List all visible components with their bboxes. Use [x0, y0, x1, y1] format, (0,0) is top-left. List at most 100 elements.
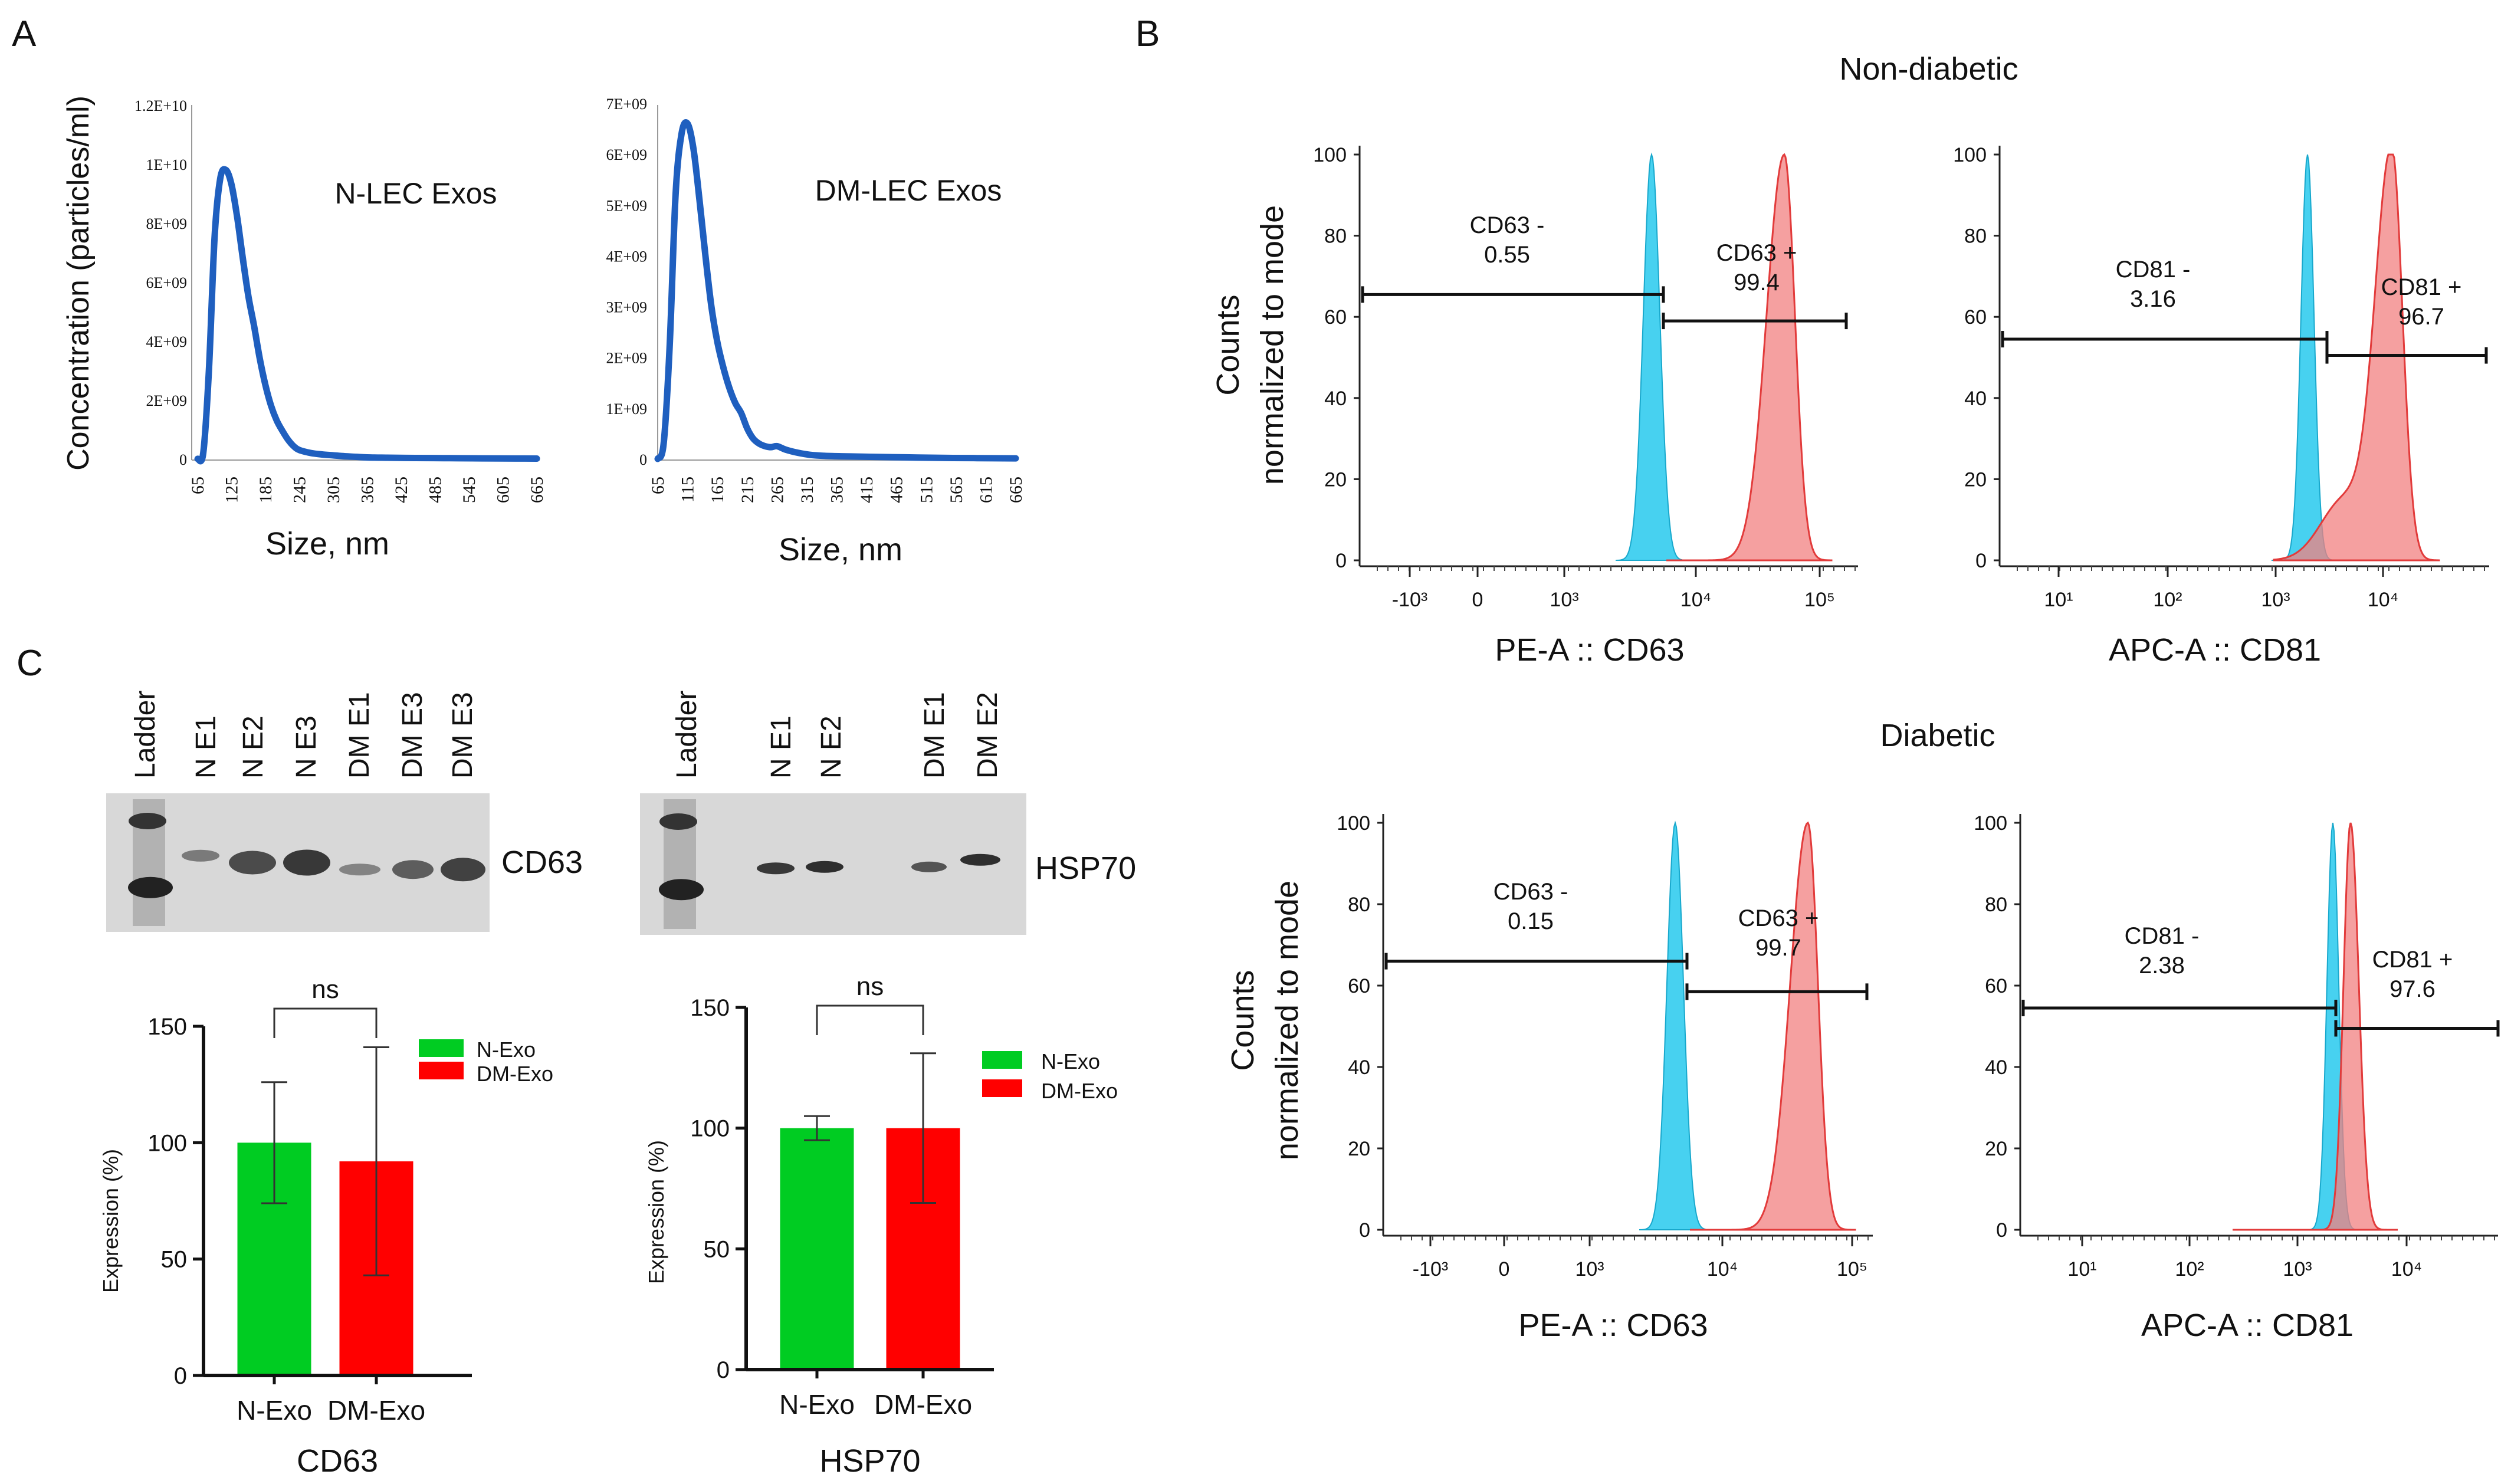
dmlec-title: DM-LEC Exos — [815, 174, 1002, 207]
lane-label: N E1 — [191, 715, 222, 779]
protein-band — [806, 861, 843, 873]
x-tick-label: DM-Exo — [327, 1395, 425, 1426]
protein-band — [441, 858, 485, 882]
b-top-ylabel-1: Counts — [1210, 294, 1246, 395]
protein-band — [182, 849, 219, 862]
x-tick-label: 65 — [188, 477, 208, 494]
gate-label: CD81 - — [2125, 923, 2200, 949]
y-tick-label: 100 — [147, 1130, 187, 1156]
y-tick-label: 40 — [1964, 388, 1987, 410]
y-tick-label: 5E+09 — [606, 197, 647, 214]
stained-histogram — [2233, 822, 2398, 1231]
gate-label: CD63 - — [1494, 879, 1568, 905]
b-bot-ylabel-1: Counts — [1225, 970, 1261, 1071]
panel-a-ylabel: Concentration (particles/ml) — [61, 96, 96, 471]
legend2-label-n-exo: N-Exo — [1041, 1049, 1100, 1073]
gate-value: 99.4 — [1734, 270, 1780, 296]
panel-c: Ladder N E1 N E2 N E3 DM E1 DM E3 DM E3 CD63 L… — [99, 691, 1136, 1479]
y-tick-label: 60 — [1324, 306, 1347, 329]
gate-label: CD81 + — [2372, 947, 2453, 973]
dmlec-chart: 0 1E+09 2E+09 3E+09 4E+09 5E+09 6E+09 7E+09 65 1… — [606, 96, 1026, 567]
legend1-swatch-dm-exo — [419, 1062, 464, 1079]
y-tick-label: 50 — [161, 1247, 188, 1273]
x-tick-label: 10³ — [1550, 589, 1578, 611]
x-tick-label: 10⁴ — [2391, 1258, 2422, 1281]
bar-chart-cd63: N-Exo DM-Exo 0 50 100 150 ns — [147, 975, 472, 1426]
lane-label: Ladder — [671, 691, 703, 779]
x-tick-label: 485 — [426, 477, 445, 503]
lane-label: DM E3 — [447, 692, 478, 779]
x-tick-label: 165 — [708, 477, 727, 503]
panel-label-a: A — [12, 14, 37, 54]
legend2-label-dm-exo: DM-Exo — [1041, 1079, 1118, 1103]
x-tick-label: 65 — [648, 477, 668, 494]
y-tick-label: 4E+09 — [606, 248, 647, 265]
bar1-title: CD63 — [297, 1443, 378, 1479]
y-tick-label: 80 — [1964, 225, 1987, 248]
y-tick-label: 20 — [1324, 468, 1347, 491]
panel-a: Concentration (particles/ml) 0 2E+09 4E+09… — [61, 96, 1026, 567]
x-tick-label: 10² — [2153, 589, 2182, 611]
x-tick-label: 605 — [494, 477, 513, 503]
bar — [780, 1128, 854, 1370]
lane-label: DM E1 — [919, 692, 950, 779]
isotype-control-histogram — [1639, 820, 1711, 1230]
stained-histogram — [2273, 153, 2440, 562]
y-tick-label: 40 — [1324, 388, 1347, 410]
panel-label-b: B — [1135, 14, 1160, 54]
y-tick-label: 0 — [179, 451, 187, 468]
stained-histogram — [1666, 153, 1833, 562]
blot2-protein-label: HSP70 — [1035, 851, 1136, 886]
gate-value: 0.15 — [1508, 908, 1554, 934]
d-apc-xlabel: APC-A :: CD81 — [2141, 1308, 2354, 1343]
x-tick-label: 315 — [797, 477, 817, 503]
isotype-control-histogram — [1616, 152, 1688, 561]
x-tick-label: 10³ — [2283, 1258, 2312, 1281]
y-tick-label: 6E+09 — [606, 146, 647, 163]
x-tick-label: 215 — [738, 477, 757, 503]
bar2-ylabel: Expression (%) — [644, 1140, 668, 1284]
y-tick-label: 40 — [1348, 1056, 1370, 1079]
panel-b: Non-diabetic Diabetic Counts normalized … — [1210, 51, 2500, 1343]
western-blot-hsp70: Ladder N E1 N E2 DM E1 DM E2 — [640, 691, 1026, 935]
y-tick-label: 80 — [1985, 894, 2007, 916]
x-tick-label: -10³ — [1392, 589, 1427, 611]
legend1-label-n-exo: N-Exo — [477, 1038, 536, 1062]
x-tick-label: 10⁴ — [1680, 589, 1711, 611]
x-tick-label: 615 — [976, 477, 996, 503]
protein-band — [339, 864, 380, 876]
ladder-band — [659, 813, 697, 830]
y-tick-label: 6E+09 — [146, 274, 187, 291]
protein-band — [392, 860, 434, 879]
x-tick-label: 10⁵ — [1837, 1258, 1867, 1281]
y-tick-label: 40 — [1985, 1056, 2007, 1079]
gate-value: 96.7 — [2398, 304, 2444, 330]
x-tick-label: 415 — [857, 477, 877, 503]
x-tick-label: 10³ — [2261, 589, 2290, 611]
y-tick-label: 1.2E+10 — [134, 97, 187, 114]
gate-label: CD81 - — [2116, 257, 2191, 283]
legend2-swatch-dm-exo — [982, 1079, 1022, 1097]
y-tick-label: 60 — [1964, 306, 1987, 329]
significance-bracket — [273, 1007, 378, 1038]
y-tick-label: 150 — [147, 1014, 187, 1040]
lane-label: DM E1 — [344, 692, 375, 779]
blot1-protein-label: CD63 — [501, 845, 583, 880]
y-tick-label: 100 — [1974, 812, 2007, 835]
y-tick-label: 60 — [1985, 975, 2007, 997]
x-tick-label: 125 — [222, 477, 242, 503]
gate-label: CD63 - — [1470, 212, 1545, 238]
x-tick-label: N-Exo — [237, 1395, 312, 1426]
lane-label: N E1 — [766, 715, 797, 779]
y-tick-label: 50 — [704, 1236, 730, 1262]
y-tick-label: 1E+09 — [606, 400, 647, 418]
significance-label: ns — [311, 975, 339, 1004]
x-tick-label: 305 — [324, 477, 343, 503]
gate-label: CD63 + — [1738, 905, 1819, 931]
legend1-label-dm-exo: DM-Exo — [477, 1062, 553, 1086]
histogram-nondiabetic-cd81: 0 20 40 60 80 100 10¹ 10² 10³ 10⁴ — [1953, 144, 2489, 611]
significance-bracket — [816, 1004, 924, 1035]
significance-label: ns — [856, 972, 884, 1001]
gate-label: CD81 + — [2381, 274, 2462, 300]
gate-value: 99.7 — [1755, 935, 1801, 961]
